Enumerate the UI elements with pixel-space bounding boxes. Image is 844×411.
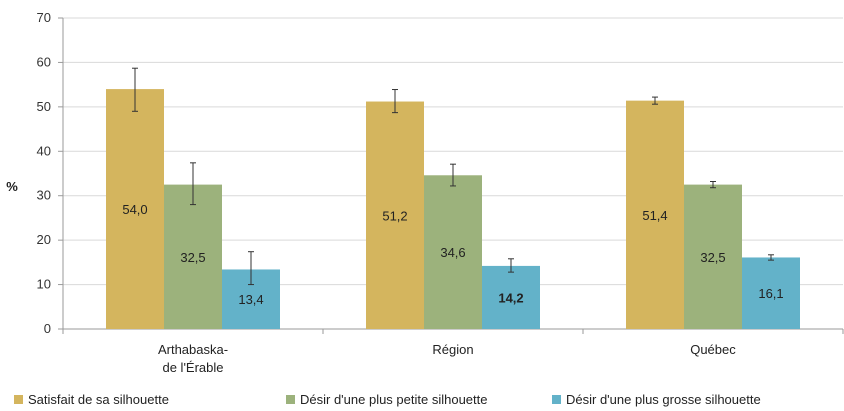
legend-label: Satisfait de sa silhouette (28, 392, 169, 407)
bar-chart: 0 10 20 30 40 50 60 70% 54,0 32,5 13,4 Arthabaska-d… (6, 10, 844, 375)
data-label: 13,4 (238, 292, 263, 307)
legend-swatch (286, 395, 295, 404)
category-label: Québec (690, 342, 736, 357)
category-label: Région (432, 342, 473, 357)
legend-label: Désir d'une plus petite silhouette (300, 392, 488, 407)
data-label: 54,0 (122, 202, 147, 217)
bar (626, 100, 684, 329)
data-label: 16,1 (758, 286, 783, 301)
category-label: Arthabaska- (158, 342, 228, 357)
data-label: 51,2 (382, 208, 407, 223)
y-tick-label: 0 (44, 321, 51, 336)
bar (424, 175, 482, 329)
y-tick-label: 50 (37, 99, 51, 114)
y-tick-label: 70 (37, 10, 51, 25)
bar (106, 89, 164, 329)
data-label: 32,5 (700, 250, 725, 265)
legend-item: Désir d'une plus petite silhouette (286, 392, 487, 407)
y-tick-label: 40 (37, 143, 51, 158)
legend-item: Désir d'une plus grosse silhouette (552, 392, 761, 407)
y-tick-label: 60 (37, 54, 51, 69)
y-tick-label: 30 (37, 188, 51, 203)
legend-swatch (14, 395, 23, 404)
y-tick-label: 10 (37, 277, 51, 292)
legend: Satisfait de sa silhouette Désir d'une pl… (0, 392, 844, 410)
bar (164, 184, 222, 329)
category-label: de l'Érable (162, 360, 223, 375)
bar (684, 184, 742, 329)
y-tick-label: 20 (37, 232, 51, 247)
legend-swatch (552, 395, 561, 404)
legend-label: Désir d'une plus grosse silhouette (566, 392, 761, 407)
data-label: 34,6 (440, 245, 465, 260)
bar (742, 257, 800, 329)
legend-item: Satisfait de sa silhouette (14, 392, 169, 407)
data-label: 51,4 (642, 208, 667, 223)
data-label: 14,2 (498, 290, 523, 305)
y-axis-label: % (6, 179, 18, 194)
data-label: 32,5 (180, 250, 205, 265)
bar (482, 265, 540, 329)
bar (366, 101, 424, 329)
